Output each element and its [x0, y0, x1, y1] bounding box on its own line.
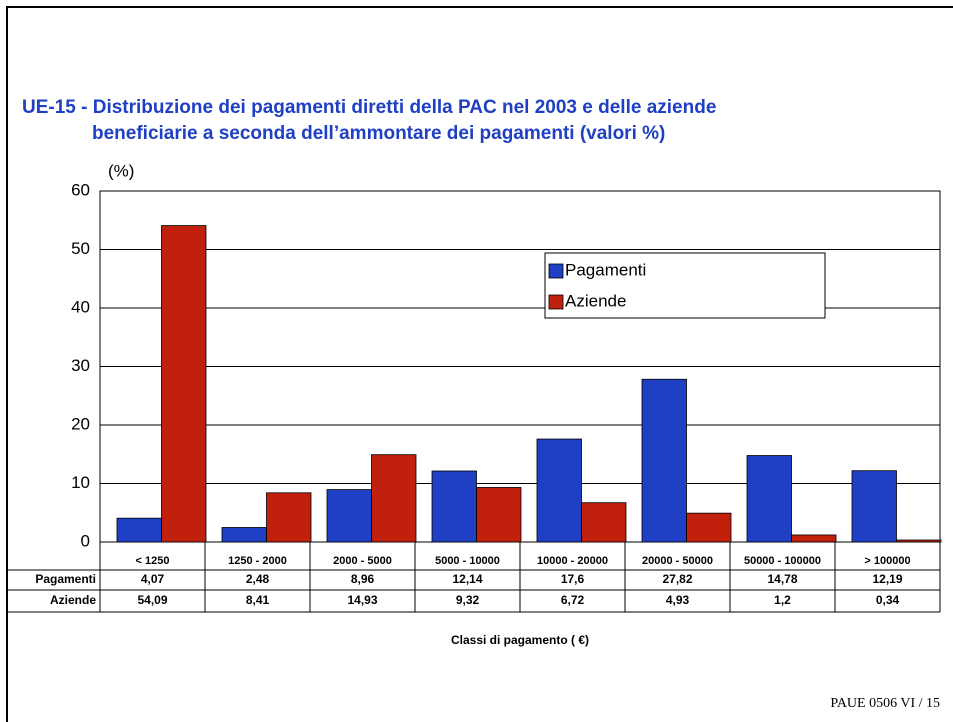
table-cell: 4,07: [141, 572, 165, 586]
x-tick-label: 20000 - 50000: [642, 555, 713, 567]
bar: [431, 470, 477, 543]
y-tick-label: 50: [71, 239, 90, 258]
y-tick-label: 40: [71, 297, 90, 316]
frame: [6, 6, 953, 722]
table-cell: 27,82: [662, 572, 692, 586]
bar: [791, 534, 837, 543]
x-tick-label: 1250 - 2000: [228, 555, 287, 567]
table-cell: 6,72: [561, 593, 585, 607]
bar: [851, 470, 897, 543]
y-tick-label: 20: [71, 414, 90, 433]
title-line: beneficiarie a seconda dell’ammontare de…: [92, 123, 665, 144]
table-cell: 12,19: [872, 572, 902, 586]
x-tick-label: 50000 - 100000: [744, 555, 821, 567]
table-row-label: Pagamenti: [35, 572, 96, 586]
y-axis-label: (%): [108, 161, 134, 180]
table-cell: 1,2: [774, 593, 791, 607]
bar: [581, 502, 627, 543]
bar: [161, 225, 207, 543]
bar: [266, 492, 312, 543]
table-cell: 12,14: [452, 572, 482, 586]
bar: [896, 539, 942, 543]
y-tick-label: 0: [81, 531, 90, 550]
legend-box: [544, 252, 826, 319]
y-tick-label: 60: [71, 180, 90, 199]
bar: [221, 527, 267, 543]
legend-label: Aziende: [565, 291, 626, 310]
table-cell: 14,93: [347, 593, 377, 607]
bar: [746, 455, 792, 543]
bar: [536, 438, 582, 543]
x-tick-label: 2000 - 5000: [333, 555, 392, 567]
legend-label: Pagamenti: [565, 260, 646, 279]
x-tick-label: < 1250: [136, 555, 170, 567]
table-cell: 9,32: [456, 593, 480, 607]
y-tick-label: 30: [71, 356, 90, 375]
bar: [326, 489, 372, 543]
table-row-label: Aziende: [50, 593, 96, 607]
table-cell: 17,6: [561, 572, 585, 586]
title-line: UE-15 - Distribuzione dei pagamenti dire…: [22, 97, 716, 118]
legend-swatch: [548, 263, 564, 279]
bar: [116, 517, 162, 543]
x-tick-label: 5000 - 10000: [435, 555, 500, 567]
bar: [371, 454, 417, 543]
legend-swatch: [548, 294, 564, 310]
footer: PAUE 0506 VI / 15: [830, 696, 940, 711]
x-tick-label: > 100000: [864, 555, 910, 567]
bar: [641, 378, 687, 543]
table-cell: 54,09: [137, 593, 167, 607]
x-axis-label: Classi di pagamento ( €): [451, 633, 589, 647]
table-cell: 8,96: [351, 572, 375, 586]
x-tick-label: 10000 - 20000: [537, 555, 608, 567]
bar: [686, 512, 732, 543]
table-cell: 14,78: [767, 572, 797, 586]
table-cell: 8,41: [246, 593, 270, 607]
table-cell: 4,93: [666, 593, 690, 607]
y-tick-label: 10: [71, 473, 90, 492]
bar: [476, 487, 522, 543]
table-cell: 0,34: [876, 593, 900, 607]
table-cell: 2,48: [246, 572, 270, 586]
